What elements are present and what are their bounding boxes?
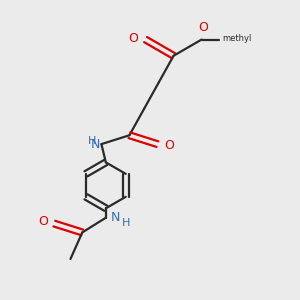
Text: O: O [128,32,138,45]
Text: methyl: methyl [222,34,251,43]
Text: N: N [110,211,120,224]
Text: O: O [198,21,208,34]
Text: O: O [164,139,174,152]
Text: O: O [38,215,48,228]
Text: N: N [91,138,100,151]
Text: H: H [88,136,96,146]
Text: H: H [122,218,130,228]
